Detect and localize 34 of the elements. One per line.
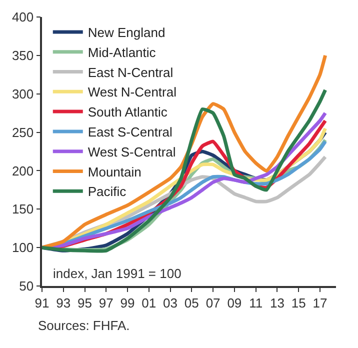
x-tick-label: 03 bbox=[163, 295, 178, 310]
x-tick-label: 09 bbox=[227, 295, 242, 310]
x-tick-label: 95 bbox=[78, 295, 92, 310]
x-tick-label: 17 bbox=[312, 295, 328, 310]
legend-label: New England bbox=[88, 25, 166, 40]
y-tick-label: 300 bbox=[12, 86, 34, 102]
x-tick-label: 13 bbox=[270, 295, 284, 310]
legend-label: Pacific bbox=[88, 184, 127, 200]
y-tick-label: 200 bbox=[12, 163, 34, 178]
y-tick-label: 350 bbox=[12, 48, 34, 63]
x-tick-label: 11 bbox=[249, 295, 263, 310]
annotation: index, Jan 1991 = 100 bbox=[53, 266, 182, 281]
y-tick-label: 100 bbox=[12, 240, 34, 256]
legend-label: East S-Central bbox=[88, 124, 173, 140]
legend-label: Mountain bbox=[88, 164, 142, 180]
x-tick-label: 05 bbox=[184, 295, 199, 310]
legend-label: South Atlantic bbox=[88, 104, 168, 120]
line-series bbox=[42, 88, 328, 253]
legend-label: West N-Central bbox=[88, 84, 177, 100]
y-tick-label: 150 bbox=[12, 202, 34, 217]
x-tick-label: 93 bbox=[56, 295, 71, 310]
y-tick-label: 400 bbox=[12, 10, 34, 25]
x-tick-label: 15 bbox=[291, 295, 306, 310]
x-tick-label: 07 bbox=[206, 295, 220, 310]
x-tick-label: 97 bbox=[98, 295, 114, 310]
x-tick-label: 91 bbox=[34, 295, 50, 310]
legend-label: East N-Central bbox=[88, 64, 174, 80]
source-note: Sources: FHFA. bbox=[38, 318, 130, 333]
y-tick-label: 50 bbox=[19, 278, 34, 294]
x-tick-label: 99 bbox=[120, 295, 135, 310]
x-tick-label: 01 bbox=[142, 295, 156, 310]
legend-label: Mid-Atlantic bbox=[88, 44, 156, 60]
legend-label: West S-Central bbox=[88, 144, 176, 160]
y-tick-label: 250 bbox=[12, 124, 34, 140]
